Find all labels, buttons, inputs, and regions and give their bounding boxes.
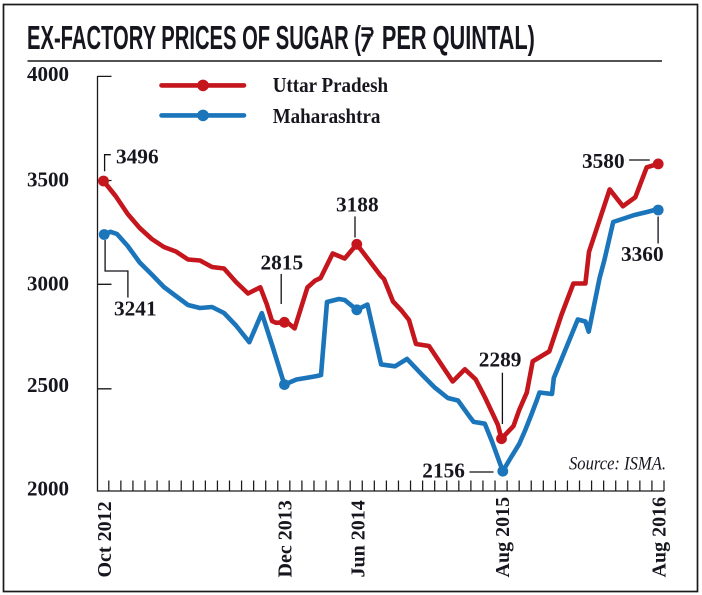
svg-text:3360: 3360 (621, 242, 664, 266)
svg-text:2815: 2815 (261, 251, 304, 275)
svg-text:2000: 2000 (27, 476, 69, 500)
svg-text:Aug 2016: Aug 2016 (649, 497, 671, 578)
svg-text:Jun 2014: Jun 2014 (348, 500, 370, 577)
svg-text:Aug 2015: Aug 2015 (492, 497, 514, 578)
svg-text:3000: 3000 (27, 271, 69, 295)
svg-text:3188: 3188 (336, 192, 379, 216)
svg-text:3496: 3496 (116, 145, 159, 169)
svg-text:2156: 2156 (422, 459, 465, 483)
svg-text:Uttar Pradesh: Uttar Pradesh (273, 73, 388, 97)
svg-text:Source: ISMA.: Source: ISMA. (569, 455, 666, 475)
svg-text:Maharashtra: Maharashtra (273, 104, 381, 128)
svg-text:2289: 2289 (479, 348, 522, 372)
svg-text:3580: 3580 (582, 149, 625, 173)
svg-text:4000: 4000 (27, 62, 69, 86)
svg-text:EX-FACTORY PRICES OF SUGAR (: EX-FACTORY PRICES OF SUGAR ( (27, 19, 361, 56)
svg-text:Oct 2012: Oct 2012 (94, 501, 116, 577)
svg-text:2500: 2500 (27, 373, 69, 397)
svg-text:3500: 3500 (27, 168, 69, 192)
svg-text:3241: 3241 (114, 297, 157, 321)
svg-text:PER QUINTAL): PER QUINTAL) (382, 19, 535, 56)
svg-text:Dec 2013: Dec 2013 (275, 500, 297, 577)
